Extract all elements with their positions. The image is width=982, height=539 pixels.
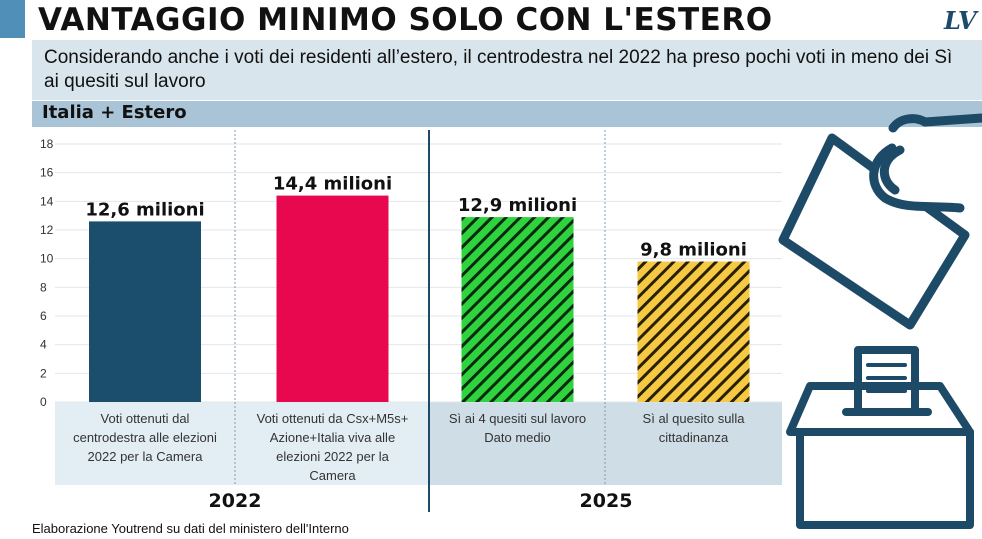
group-label: 2022 bbox=[209, 490, 262, 512]
category-label-line: Dato medio bbox=[484, 430, 550, 445]
category-panel-2025 bbox=[430, 402, 782, 485]
y-tick-label: 10 bbox=[40, 252, 54, 266]
group-label: 2025 bbox=[580, 490, 633, 512]
section-label: Italia + Estero bbox=[32, 101, 982, 127]
subtitle: Considerando anche i voti dei residenti … bbox=[32, 40, 982, 100]
y-tick-label: 12 bbox=[40, 223, 54, 237]
bar-value-label: 12,9 milioni bbox=[458, 195, 577, 216]
category-label-line: Voti ottenuti dal bbox=[101, 411, 190, 426]
bar-value-label: 9,8 milioni bbox=[640, 240, 747, 261]
category-label-line: 2022 per la Camera bbox=[88, 449, 204, 464]
source-note: Elaborazione Youtrend su dati del minist… bbox=[32, 521, 349, 536]
bar bbox=[637, 261, 750, 402]
bar-value-label: 14,4 milioni bbox=[273, 174, 392, 195]
category-label-line: Camera bbox=[309, 468, 356, 483]
category-label-line: elezioni 2022 per la bbox=[276, 449, 390, 464]
y-tick-label: 6 bbox=[40, 309, 47, 323]
category-label: Voti ottenuti da Csx+M5s+ Azione+Italia v… bbox=[257, 411, 409, 483]
category-panel-2022 bbox=[55, 402, 428, 485]
category-label: Voti ottenuti dal centrodestra alle elezi… bbox=[73, 411, 217, 464]
page-title: VANTAGGIO MINIMO SOLO CON L'ESTERO bbox=[38, 2, 773, 38]
category-label-line: Sì ai 4 quesiti sul lavoro bbox=[449, 411, 586, 426]
y-tick-label: 2 bbox=[40, 366, 47, 380]
bar-value-label: 12,6 milioni bbox=[85, 199, 204, 220]
y-tick-label: 0 bbox=[40, 395, 47, 409]
bar bbox=[276, 195, 389, 402]
category-label-line: Azione+Italia viva alle bbox=[270, 430, 395, 445]
category-label: Sì ai 4 quesiti sul lavoro Dato medio bbox=[449, 411, 586, 445]
y-tick-label: 8 bbox=[40, 280, 47, 294]
y-tick-label: 14 bbox=[40, 194, 54, 208]
title-accent-bar bbox=[0, 0, 25, 38]
category-label-line: Voti ottenuti da Csx+M5s+ bbox=[257, 411, 409, 426]
bar bbox=[89, 221, 201, 402]
y-tick-label: 4 bbox=[40, 338, 47, 352]
y-tick-label: 18 bbox=[40, 137, 54, 151]
bar bbox=[461, 217, 574, 402]
hand-icon bbox=[778, 113, 982, 330]
y-tick-label: 16 bbox=[40, 166, 54, 180]
category-label-line: Sì al quesito sulla bbox=[643, 411, 746, 426]
category-label-line: cittadinanza bbox=[659, 430, 729, 445]
category-label-line: centrodestra alle elezioni bbox=[73, 430, 217, 445]
ballot-box-icon bbox=[786, 346, 974, 529]
logo: LV bbox=[944, 6, 977, 35]
category-label: Sì al quesito sulla cittadinanza bbox=[643, 411, 746, 445]
